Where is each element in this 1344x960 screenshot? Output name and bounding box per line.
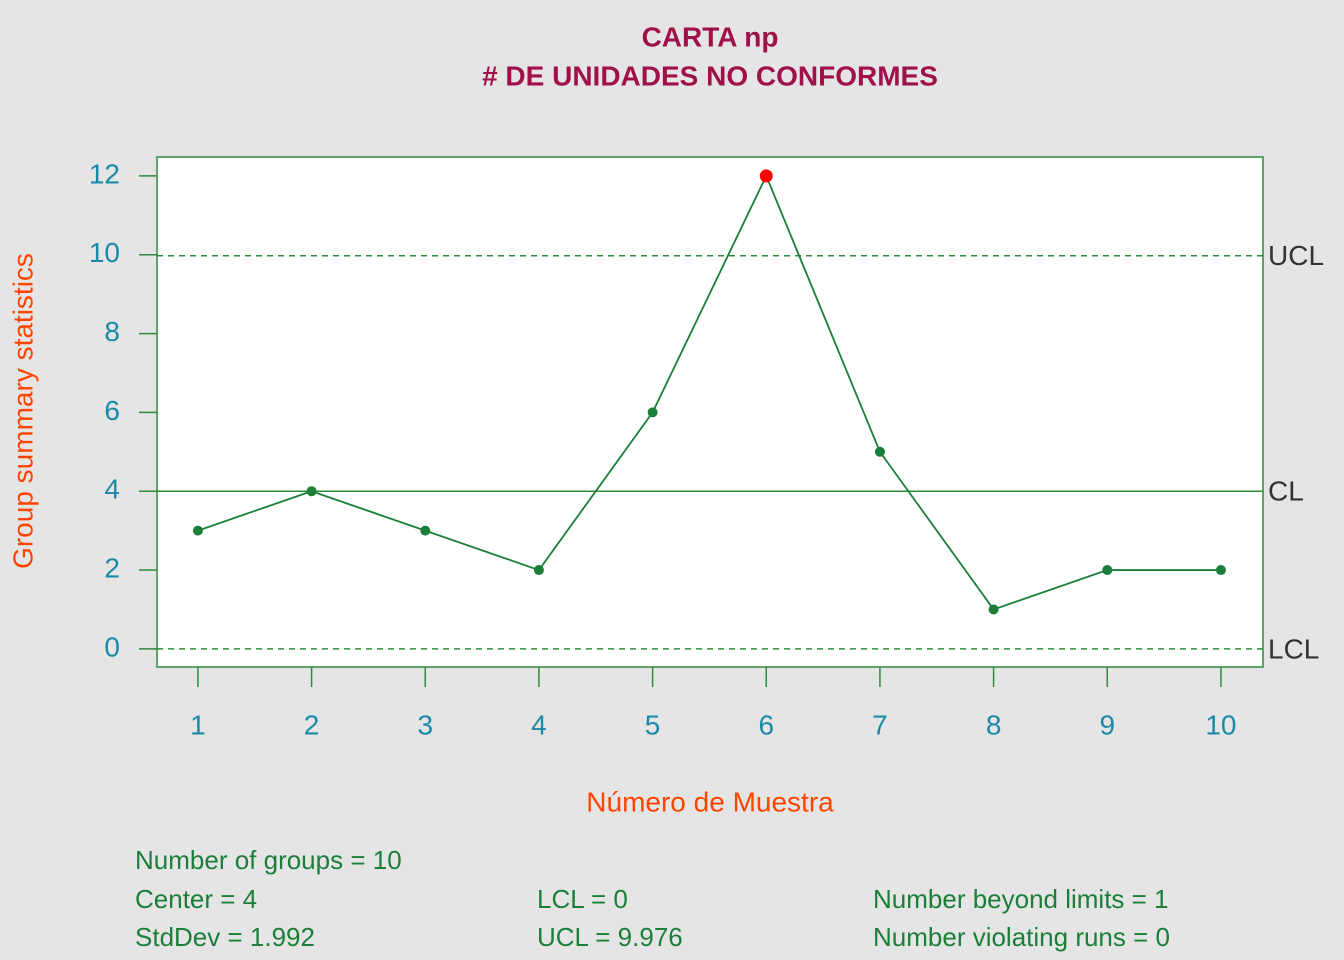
x-tick-label: 2 <box>304 709 320 740</box>
plot-area <box>156 156 1264 668</box>
y-tick-label: 12 <box>89 158 120 189</box>
limit-label: CL <box>1268 476 1304 507</box>
limit-label: UCL <box>1268 240 1324 271</box>
stat-text: Number beyond limits = 1 <box>873 884 1169 914</box>
x-tick-label: 5 <box>645 709 661 740</box>
data-point <box>1215 565 1226 576</box>
data-point <box>192 525 203 536</box>
chart-subtitle: # DE UNIDADES NO CONFORMES <box>482 60 938 91</box>
x-tick-label: 1 <box>190 709 206 740</box>
stat-text: Number violating runs = 0 <box>873 922 1170 952</box>
x-tick-label: 4 <box>531 709 547 740</box>
x-axis-label: Número de Muestra <box>586 786 834 817</box>
data-point <box>647 407 658 418</box>
stat-text: StdDev = 1.992 <box>135 922 315 952</box>
x-tick-label: 7 <box>872 709 888 740</box>
data-point <box>1102 565 1113 576</box>
stat-text: Number of groups = 10 <box>135 845 402 875</box>
y-tick-label: 6 <box>104 395 120 426</box>
y-tick-label: 2 <box>104 552 120 583</box>
data-point <box>988 604 999 615</box>
data-point <box>533 565 544 576</box>
x-tick-label: 10 <box>1205 709 1236 740</box>
x-tick-label: 9 <box>1099 709 1115 740</box>
y-tick-label: 4 <box>104 474 120 505</box>
y-axis-label: Group summary statistics <box>7 253 38 569</box>
data-point <box>306 486 317 497</box>
stat-text: UCL = 9.976 <box>537 922 683 952</box>
data-point <box>874 446 885 457</box>
y-tick-label: 8 <box>104 316 120 347</box>
x-tick-label: 3 <box>417 709 433 740</box>
stat-text: Center = 4 <box>135 884 257 914</box>
data-point <box>420 525 431 536</box>
x-tick-label: 8 <box>986 709 1002 740</box>
y-tick-label: 10 <box>89 237 120 268</box>
stat-text: LCL = 0 <box>537 884 628 914</box>
data-line <box>197 173 1221 611</box>
chart-title: CARTA np <box>642 21 779 52</box>
limit-label: LCL <box>1268 633 1319 664</box>
data-point <box>759 169 773 183</box>
x-tick-label: 6 <box>758 709 774 740</box>
y-tick-label: 0 <box>104 631 120 662</box>
